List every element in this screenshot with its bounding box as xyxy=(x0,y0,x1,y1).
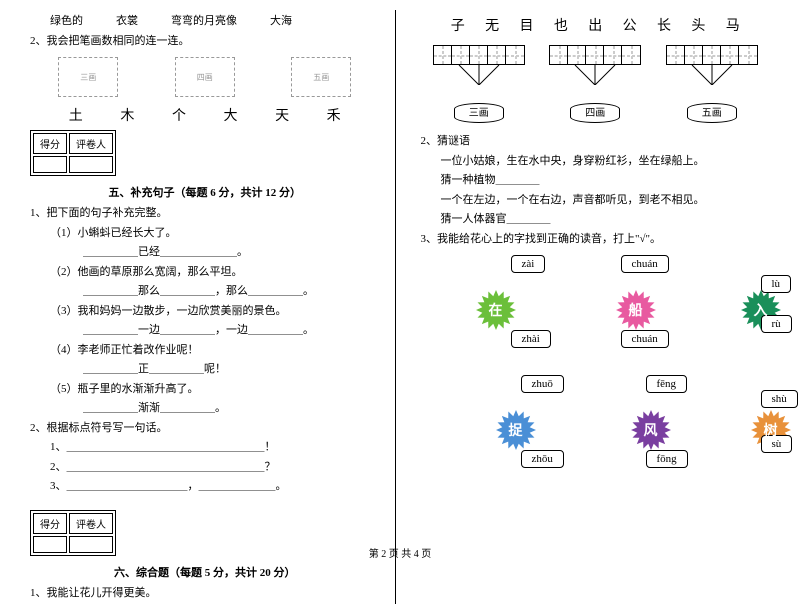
pinyin-region: 在船入捉风树zàichuánlùzhàichuánrùzhuōfēngshùzh… xyxy=(421,250,771,480)
stroke-3: 三画 xyxy=(433,45,525,123)
score-box-5: 得分评卷人 xyxy=(30,130,116,176)
right-column: 子无目也出公长头马 三画 四画 五画 2、猜谜语 一位小姑娘，生在水中央，身穿粉… xyxy=(416,10,771,604)
footer: 第 2 页 共 4 页 xyxy=(0,545,800,560)
riddle-lines: 一位小姑娘，生在水中央，身穿粉红衫，坐在绿船上。 猜一种植物＿＿＿＿ 一个在左边… xyxy=(441,153,771,228)
pinyin-box: zhài xyxy=(511,330,551,348)
star-风: 风 xyxy=(631,410,671,450)
pinyin-box: lù xyxy=(761,275,792,293)
plant-4: 四画 xyxy=(175,57,235,97)
star-捉: 捉 xyxy=(496,410,536,450)
pinyin-box: shù xyxy=(761,390,798,408)
star-在: 在 xyxy=(476,290,516,330)
star-船: 船 xyxy=(616,290,656,330)
left-column: 绿色的 衣裳 弯弯的月亮像 大海 2、我会把笔画数相同的连一连。 三画 四画 五… xyxy=(30,10,396,604)
pinyin-box: chuán xyxy=(621,255,669,273)
section-6: 六、综合题（每题 5 分，共计 20 分） xyxy=(30,564,380,580)
stroke-groups: 三画 四画 五画 xyxy=(421,45,771,123)
stroke-4: 四画 xyxy=(549,45,641,123)
pinyin-box: fōng xyxy=(646,450,688,468)
char-row: 土 木 个 大 天 禾 xyxy=(50,105,360,125)
q2-riddle: 2、猜谜语 xyxy=(421,133,771,150)
section-5: 五、补充句子（每题 6 分，共计 12 分） xyxy=(30,184,380,200)
plant-3: 三画 xyxy=(58,57,118,97)
stroke-5: 五画 xyxy=(666,45,758,123)
pinyin-box: fēng xyxy=(646,375,688,393)
top-chars: 子无目也出公长头马 xyxy=(441,15,751,35)
q3: 3、我能给花心上的字找到正确的读音，打上"√"。 xyxy=(421,231,771,248)
q2-text: 2、我会把笔画数相同的连一连。 xyxy=(30,33,380,50)
q6-1: 1、我能让花儿开得更美。 xyxy=(30,585,380,602)
pinyin-box: zhuō xyxy=(521,375,564,393)
plant-5: 五画 xyxy=(291,57,351,97)
q5-2: 2、根据标点符号写一句话。 xyxy=(30,420,380,437)
q5-1: 1、把下面的句子补充完整。 xyxy=(30,205,380,222)
q5-1-items: （1）小蝌蚪已经长大了。 ＿＿＿＿＿已经＿＿＿＿＿＿＿。 （2）他画的草原那么宽… xyxy=(50,225,380,417)
q5-2-lines: 1、＿＿＿＿＿＿＿＿＿＿＿＿＿＿＿＿＿＿！ 2、＿＿＿＿＿＿＿＿＿＿＿＿＿＿＿＿… xyxy=(50,439,380,495)
pinyin-box: chuán xyxy=(621,330,669,348)
pinyin-box: zhōu xyxy=(521,450,564,468)
top-text: 绿色的 衣裳 弯弯的月亮像 大海 xyxy=(50,13,380,30)
pinyin-box: zài xyxy=(511,255,546,273)
plant-images: 三画 四画 五画 xyxy=(30,57,380,97)
